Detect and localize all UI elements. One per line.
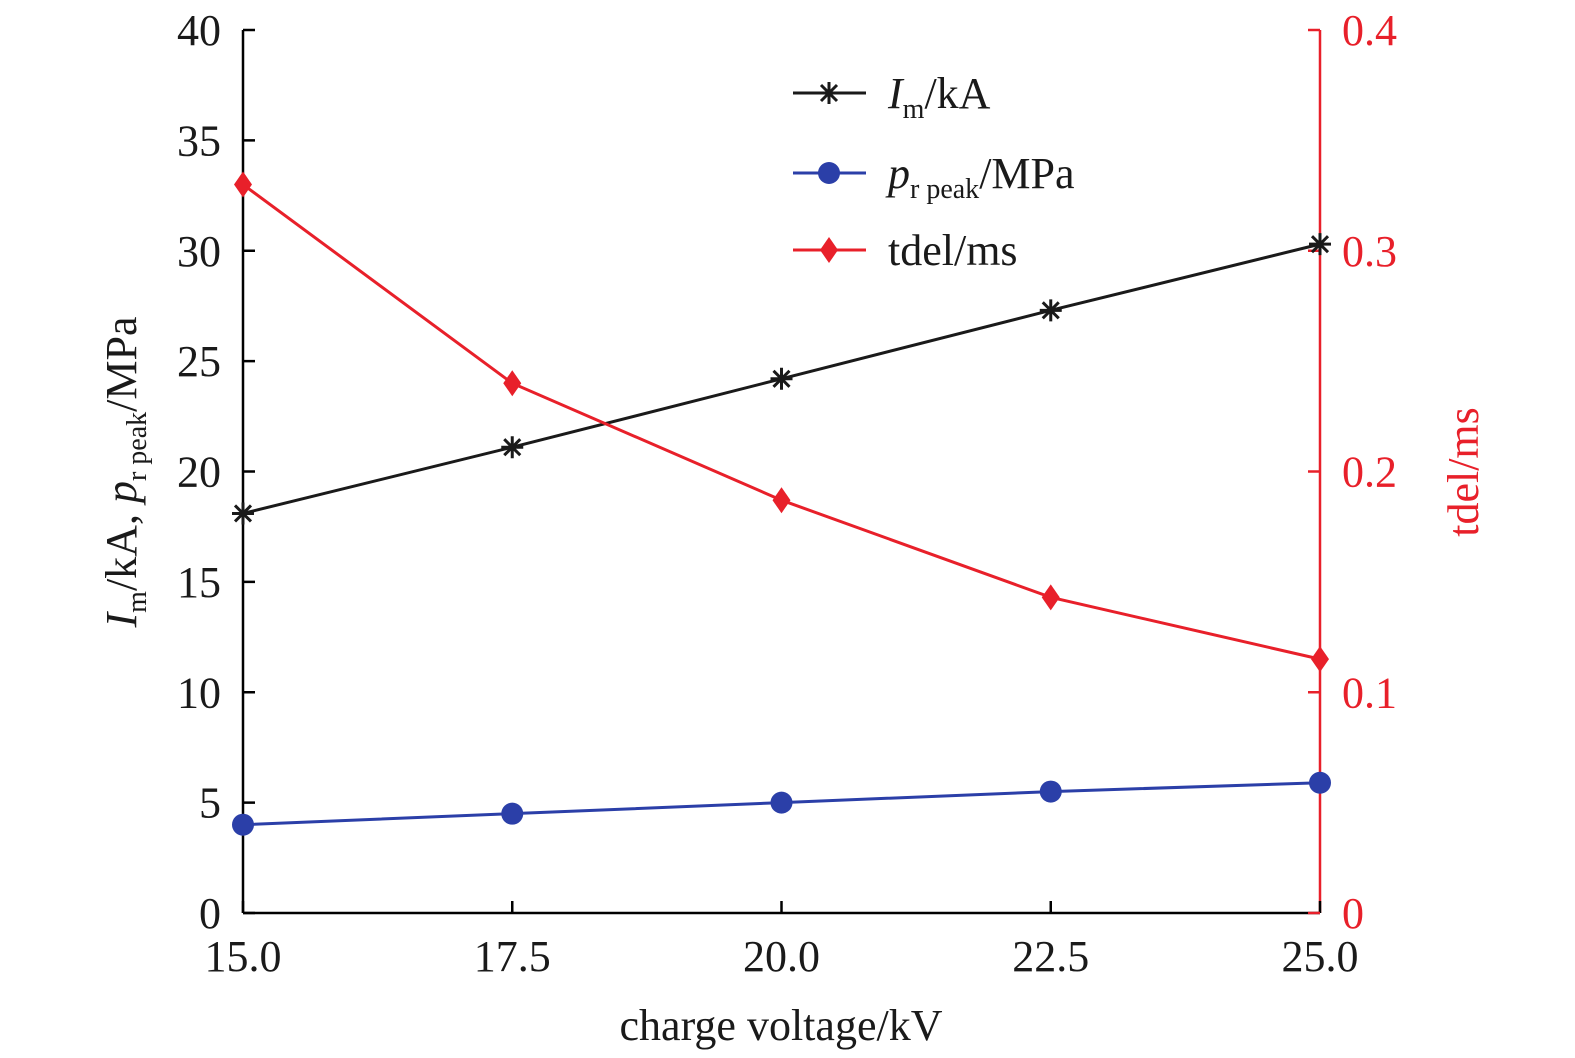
data-point-im [232, 502, 254, 525]
data-point-tdel [234, 171, 252, 198]
right-y-tick-label: 0.1 [1342, 668, 1397, 717]
right-y-tick-label: 0.4 [1342, 6, 1397, 55]
data-point-pr [1309, 771, 1331, 794]
data-point-im [501, 436, 524, 459]
left-y-tick-label: 20 [177, 448, 221, 497]
axes [241, 30, 1322, 915]
series-pr [232, 771, 1331, 836]
left-y-tick-label: 0 [199, 889, 221, 938]
data-point-im [1039, 299, 1062, 322]
legend: Im/kA pr peak/MPa tdel/ms [793, 69, 1075, 275]
data-point-pr [501, 802, 524, 825]
left-y-tick-label: 40 [177, 6, 221, 55]
series-tdel [234, 171, 1329, 673]
legend-item-pr: pr peak/MPa [793, 149, 1075, 205]
data-point-im [1309, 233, 1331, 256]
legend-marker-pr [818, 162, 840, 184]
legend-label-pr: pr peak/MPa [885, 149, 1075, 205]
legend-label-tdel: tdel/ms [888, 226, 1018, 275]
x-tick-label: 22.5 [1012, 932, 1089, 981]
legend-item-im: Im/kA [793, 69, 991, 125]
right-y-axis-title: tdel/ms [1439, 407, 1488, 537]
x-tick-label: 15.0 [205, 932, 282, 981]
left-y-tick-label: 35 [177, 116, 221, 165]
right-y-tick-label: 0.3 [1342, 227, 1397, 276]
data-point-tdel [1041, 584, 1060, 611]
data-point-pr [770, 791, 793, 814]
legend-label-im: Im/kA [887, 69, 991, 125]
series-im [232, 233, 1331, 525]
data-point-tdel [503, 370, 522, 397]
x-tick-label: 17.5 [474, 932, 551, 981]
legend-marker-tdel [820, 237, 838, 263]
left-y-tick-label: 10 [177, 668, 221, 717]
series-line-tdel [242, 183, 1321, 661]
data-point-tdel [772, 487, 791, 514]
x-tick-label: 20.0 [743, 932, 820, 981]
data-point-pr [1039, 780, 1062, 803]
data-point-tdel [1311, 646, 1329, 673]
data-point-pr [232, 813, 254, 836]
left-y-tick-label: 15 [177, 558, 221, 607]
right-y-tick-label: 0 [1342, 889, 1364, 938]
left-y-axis-title: Im/kA, pr peak/MPa [97, 317, 153, 629]
series-layer [232, 171, 1331, 836]
left-y-tick-label: 25 [177, 337, 221, 386]
left-y-tick-label: 5 [199, 779, 221, 828]
x-tick-label: 25.0 [1282, 932, 1359, 981]
legend-item-tdel: tdel/ms [793, 226, 1018, 275]
data-point-im [770, 367, 793, 390]
legend-marker-im [818, 82, 840, 104]
left-y-tick-label: 30 [177, 227, 221, 276]
right-y-ticks: 0 0.1 0.2 0.3 0.4 [1308, 6, 1397, 938]
x-axis-title: charge voltage/kV [620, 1001, 943, 1050]
right-y-tick-label: 0.2 [1342, 448, 1397, 497]
x-ticks: 15.0 17.5 20.0 22.5 25.0 [205, 901, 1359, 981]
left-y-ticks: 0 5 10 15 20 25 30 35 40 [177, 6, 255, 938]
